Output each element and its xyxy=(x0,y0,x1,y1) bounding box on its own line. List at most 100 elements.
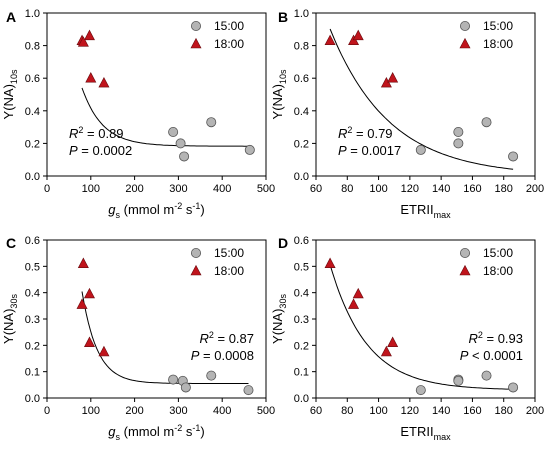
x-axis-label-sup: -2 xyxy=(174,423,182,433)
x-tick-label: 120 xyxy=(401,183,419,195)
legend-marker-1800 xyxy=(459,264,471,276)
data-point-1800 xyxy=(83,29,95,41)
x-tick-label: 200 xyxy=(125,405,143,417)
y-tick-label: 0.6 xyxy=(25,73,40,85)
panel-d: D 60 80 100 120 140 160 180 200 0.0 0.1 0.2 0.3 0.4 0.… xyxy=(270,235,544,442)
data-point-1500 xyxy=(175,138,186,149)
y-axis-label-sub: 10s xyxy=(9,69,19,84)
x-axis-label: gs (mmol m-2 s-1) xyxy=(108,201,204,220)
y-axis-label: Y(NA)10s xyxy=(1,69,19,119)
x-tick-label: 500 xyxy=(257,405,275,417)
y-tick-label: 0.3 xyxy=(294,314,309,326)
r2-symbol: R xyxy=(468,331,477,346)
y-axis-label-sub: 10s xyxy=(278,69,288,84)
r2-symbol: R xyxy=(338,126,347,141)
r2-annotation: R2 = 0.89 xyxy=(69,125,124,141)
x-tick-label: 180 xyxy=(495,183,513,195)
y-axis-label-main: Y(NA) xyxy=(1,309,16,344)
p-annotation: P = 0.0008 xyxy=(191,348,254,363)
fit-curve xyxy=(329,264,514,390)
data-point-1500 xyxy=(453,126,464,137)
x-axis-label-sub: max xyxy=(434,210,452,220)
y-tick-label: 0.4 xyxy=(294,288,309,300)
p-annotation: P < 0.0001 xyxy=(460,348,523,363)
y-axis-label: Y(NA)30s xyxy=(270,294,288,344)
y-axis-label: Y(NA)30s xyxy=(1,294,19,344)
x-axis-label-units: ) xyxy=(200,424,204,439)
x-tick-label: 80 xyxy=(341,183,353,195)
y-tick-label: 0.6 xyxy=(25,235,40,247)
r2-superscript: 2 xyxy=(478,330,483,340)
x-tick-label: 120 xyxy=(401,405,419,417)
p-value: = 0.0008 xyxy=(199,348,254,363)
r2-symbol: R xyxy=(69,126,78,141)
x-tick-label: 200 xyxy=(125,183,143,195)
legend-marker-1500 xyxy=(190,247,201,258)
data-point-1500 xyxy=(179,151,190,162)
x-tick-label: 60 xyxy=(310,405,322,417)
p-symbol: P xyxy=(69,143,78,158)
x-tick-label: 100 xyxy=(82,183,100,195)
data-point-1500 xyxy=(508,382,519,393)
r2-annotation: R2 = 0.79 xyxy=(338,125,393,141)
legend-label: 18:00 xyxy=(483,264,513,278)
plot-frame xyxy=(315,12,536,177)
x-axis-label-sup: -1 xyxy=(192,201,200,211)
legend-label: 15:00 xyxy=(483,246,513,260)
x-tick-label: 400 xyxy=(213,405,231,417)
x-tick-label: 60 xyxy=(310,183,322,195)
y-tick-label: 0.5 xyxy=(294,261,309,273)
x-tick-label: 200 xyxy=(526,405,544,417)
r2-superscript: 2 xyxy=(209,330,214,340)
data-point-1500 xyxy=(168,126,179,137)
fit-curve xyxy=(81,291,249,384)
data-point-1800 xyxy=(348,298,360,309)
y-tick-label: 0.2 xyxy=(294,138,309,150)
legend-marker-1500 xyxy=(190,20,201,31)
legend-marker-1800 xyxy=(459,37,471,49)
data-point-1800 xyxy=(85,72,97,83)
data-point-1500 xyxy=(453,375,464,386)
y-tick-label: 0.2 xyxy=(294,340,309,352)
data-point-1500 xyxy=(481,117,492,128)
data-point-1500 xyxy=(481,370,492,381)
data-point-1500 xyxy=(453,138,464,149)
x-axis-label-units: s xyxy=(182,424,193,439)
y-axis-label-main: Y(NA) xyxy=(270,84,285,119)
y-tick-label: 0.4 xyxy=(25,288,40,300)
r2-superscript: 2 xyxy=(78,125,83,135)
p-value: = 0.0017 xyxy=(347,143,402,158)
data-point-1500 xyxy=(243,385,254,396)
r2-symbol: R xyxy=(199,331,208,346)
p-annotation: P = 0.0017 xyxy=(338,143,401,158)
data-point-1800 xyxy=(77,36,89,47)
r2-value: = 0.93 xyxy=(483,331,523,346)
panel-label: A xyxy=(6,9,16,25)
x-tick-label: 100 xyxy=(369,183,387,195)
y-tick-label: 1.0 xyxy=(25,8,40,20)
y-axis-label-main: Y(NA) xyxy=(270,309,285,344)
x-axis-label-units: (mmol m xyxy=(120,202,174,217)
y-tick-label: 0.0 xyxy=(294,393,309,405)
panel-label: D xyxy=(278,235,288,251)
y-axis-label-sub: 30s xyxy=(9,294,19,309)
r2-value: = 0.89 xyxy=(83,126,123,141)
x-tick-label: 0 xyxy=(44,405,50,417)
y-tick-label: 0.2 xyxy=(25,138,40,150)
r2-value: = 0.87 xyxy=(214,331,254,346)
data-point-1800 xyxy=(77,257,89,269)
panel-label: C xyxy=(6,235,16,251)
p-value: < 0.0001 xyxy=(468,348,523,363)
r2-superscript: 2 xyxy=(347,125,352,135)
y-tick-label: 0.8 xyxy=(294,41,309,53)
legend-marker-1800 xyxy=(190,37,202,49)
data-point-1500 xyxy=(415,385,426,396)
data-point-1800 xyxy=(387,72,399,83)
panel-label: B xyxy=(278,9,288,25)
y-tick-label: 0.2 xyxy=(25,340,40,352)
p-value: = 0.0002 xyxy=(78,143,133,158)
x-axis-label: gs (mmol m-2 s-1) xyxy=(108,423,204,442)
legend-label: 18:00 xyxy=(483,37,513,51)
data-point-1800 xyxy=(98,76,110,88)
